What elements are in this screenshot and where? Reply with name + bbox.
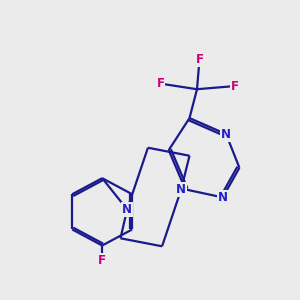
- Text: F: F: [98, 254, 106, 267]
- Text: N: N: [218, 191, 228, 204]
- Text: F: F: [231, 80, 239, 92]
- Text: N: N: [221, 128, 231, 141]
- Text: N: N: [122, 203, 132, 216]
- Text: N: N: [176, 183, 186, 196]
- Text: F: F: [196, 53, 203, 66]
- Text: F: F: [156, 77, 164, 90]
